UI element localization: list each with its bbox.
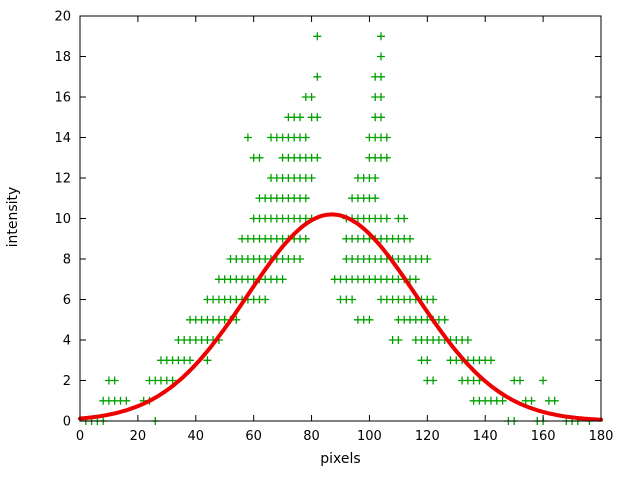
x-tick-label: 140 xyxy=(473,429,498,444)
x-tick-label: 80 xyxy=(303,429,320,444)
y-tick-label: 10 xyxy=(54,212,71,227)
x-tick-label: 0 xyxy=(76,429,84,444)
x-tick-label: 40 xyxy=(188,429,205,444)
y-tick-label: 4 xyxy=(63,334,71,349)
y-tick-label: 18 xyxy=(54,50,71,65)
y-tick-label: 14 xyxy=(54,131,71,146)
scatter-points xyxy=(81,32,594,425)
fit-curve xyxy=(78,212,603,422)
y-tick-label: 16 xyxy=(54,91,71,106)
x-tick-label: 60 xyxy=(245,429,262,444)
x-tick-label: 120 xyxy=(415,429,440,444)
x-axis-title: pixels xyxy=(320,451,361,467)
y-tick-label: 12 xyxy=(54,172,71,187)
x-tick-label: 20 xyxy=(130,429,147,444)
y-axis-title: intensity xyxy=(5,186,21,248)
y-tick-label: 2 xyxy=(63,374,71,389)
x-tick-label: 180 xyxy=(589,429,614,444)
y-tick-label: 20 xyxy=(54,10,71,25)
y-tick-label: 6 xyxy=(63,293,71,308)
y-tick-label: 8 xyxy=(63,253,71,268)
y-tick-label: 0 xyxy=(63,415,71,430)
x-tick-label: 160 xyxy=(531,429,556,444)
x-tick-label: 100 xyxy=(357,429,382,444)
